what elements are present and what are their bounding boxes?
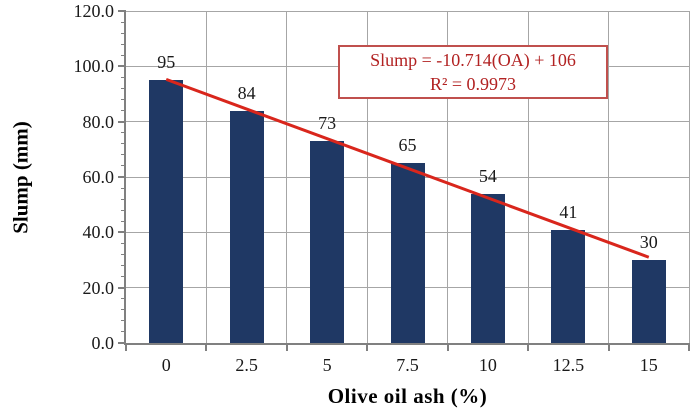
x-axis-tick-label: 2.5 <box>235 355 258 375</box>
y-axis-major-tick <box>118 286 126 289</box>
y-axis-minor-tick <box>121 298 126 300</box>
y-axis-minor-tick <box>121 76 126 78</box>
x-axis-tick <box>446 343 449 351</box>
y-axis-tick-label: 60.0 <box>82 167 115 187</box>
y-axis-major-tick <box>118 10 126 12</box>
y-axis-minor-tick <box>121 54 126 56</box>
y-axis-minor-tick <box>121 198 126 200</box>
x-axis-tick <box>688 343 690 351</box>
y-axis-minor-tick <box>121 143 126 145</box>
y-axis-tick-label: 100.0 <box>73 56 115 77</box>
y-axis-minor-tick <box>121 87 126 89</box>
y-axis-minor-tick <box>121 331 126 333</box>
bar <box>631 260 666 343</box>
y-axis-minor-tick <box>121 187 126 189</box>
trendline-r-squared: R² = 0.9973 <box>429 74 517 94</box>
trendline-equation: Slump = -10.714(OA) + 106 <box>370 50 576 70</box>
y-axis-tick-label: 40.0 <box>82 222 115 243</box>
y-axis-tick-label: 80.0 <box>82 111 115 132</box>
y-axis-minor-tick <box>121 165 126 167</box>
x-axis-tick-label: 10 <box>478 355 497 375</box>
y-axis-major-tick <box>118 231 126 234</box>
y-axis-minor-tick <box>121 265 126 267</box>
y-axis-tick-label: 20.0 <box>82 277 115 298</box>
y-axis-tick-label: 0.0 <box>91 333 115 353</box>
y-axis-minor-tick <box>121 309 126 311</box>
gridline-vertical <box>608 11 610 343</box>
y-axis-minor-tick <box>121 99 126 101</box>
y-axis-major-tick <box>118 342 126 344</box>
gridline-horizontal <box>126 10 689 12</box>
x-axis-tick-label: 0 <box>161 355 171 375</box>
x-axis-tick <box>125 343 127 351</box>
bar <box>229 110 264 343</box>
gridline-horizontal <box>126 121 689 123</box>
bar <box>149 80 184 343</box>
x-axis-tick-label: 12.5 <box>552 355 585 375</box>
y-axis-title: Slump (mm) <box>8 121 33 234</box>
y-axis-minor-tick <box>121 43 126 45</box>
gridline-vertical <box>286 11 288 343</box>
x-axis-tick-label: 5 <box>322 355 332 375</box>
y-axis-minor-tick <box>121 110 126 112</box>
bar-value-label: 41 <box>559 201 578 222</box>
y-axis-minor-tick <box>121 154 126 156</box>
bar <box>470 193 505 343</box>
y-axis-tick-label: 120.0 <box>73 1 115 21</box>
bar <box>390 163 425 343</box>
y-axis-minor-tick <box>121 320 126 322</box>
x-axis-tick <box>527 343 530 351</box>
bar-value-label: 30 <box>639 232 658 252</box>
x-axis-tick-label: 15 <box>639 355 658 375</box>
x-axis-tick-label: 7.5 <box>396 355 419 375</box>
x-axis-title: Olive oil ash (%) <box>327 384 488 408</box>
y-axis-major-tick <box>118 176 126 178</box>
y-axis-minor-tick <box>121 253 126 255</box>
y-axis-minor-tick <box>121 132 126 134</box>
bar-value-label: 95 <box>157 52 176 73</box>
x-axis-tick <box>366 343 369 351</box>
bar-value-label: 54 <box>478 165 497 186</box>
y-axis-minor-tick <box>121 209 126 211</box>
trendline-equation-box: Slump = -10.714(OA) + 106 R² = 0.9973 <box>338 45 608 99</box>
y-axis-minor-tick <box>121 242 126 244</box>
x-axis-tick <box>205 343 208 351</box>
x-axis-line <box>124 343 689 345</box>
y-axis-minor-tick <box>121 220 126 222</box>
x-axis-tick <box>607 343 610 351</box>
gridline-vertical <box>688 11 690 343</box>
y-axis-minor-tick <box>121 276 126 278</box>
y-axis-major-tick <box>118 120 126 123</box>
y-axis-major-tick <box>118 65 126 68</box>
bar-value-label: 65 <box>398 135 417 156</box>
y-axis-minor-tick <box>121 21 126 23</box>
bar-value-label: 84 <box>237 82 256 103</box>
bar-value-label: 73 <box>318 113 337 134</box>
bar <box>551 229 586 343</box>
bar <box>310 141 345 343</box>
y-axis-line <box>124 11 126 345</box>
x-axis-tick <box>285 343 288 351</box>
gridline-vertical <box>205 11 207 343</box>
y-axis-minor-tick <box>121 32 126 34</box>
